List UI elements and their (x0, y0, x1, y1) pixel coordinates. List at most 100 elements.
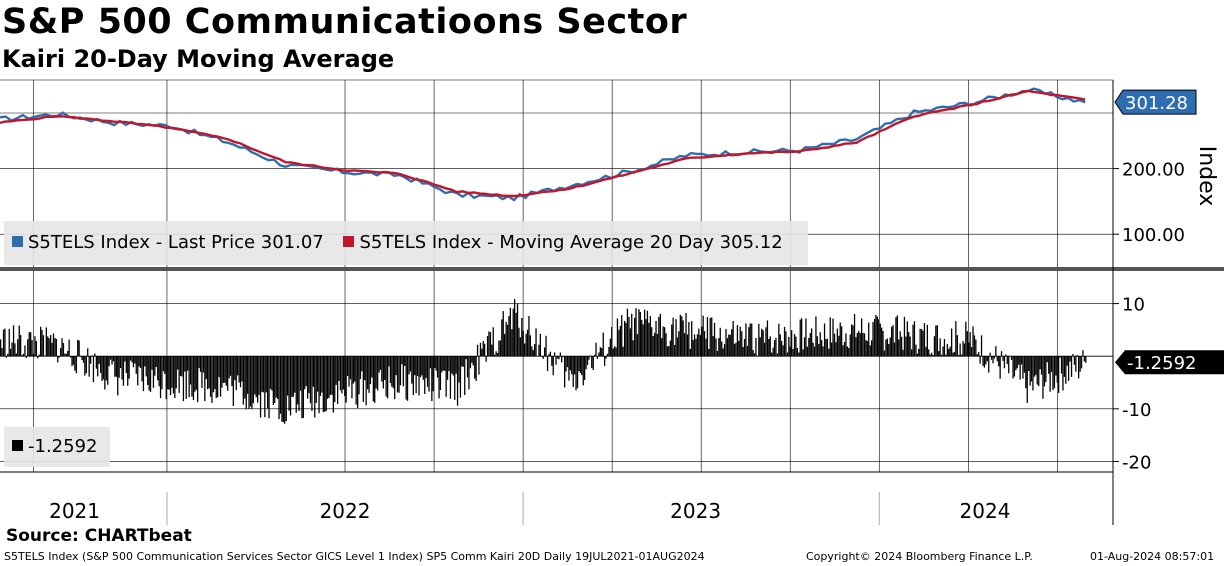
kairi-bar (377, 356, 379, 391)
kairi-bar (396, 356, 399, 393)
kairi-bar (995, 346, 997, 357)
kairi-bar (731, 329, 733, 357)
kairi-bar (269, 356, 272, 389)
kairi-bar (941, 354, 943, 357)
kairi-bar (372, 356, 374, 402)
kairi-bar (175, 356, 177, 389)
kairi-bar (475, 356, 477, 381)
kairi-bar (571, 356, 573, 375)
kairi-bar (833, 333, 836, 357)
kairi-bar (1038, 356, 1040, 387)
top-tick-label-0: 100.00 (1122, 225, 1185, 246)
kairi-bar (465, 356, 467, 360)
kairi-bar (1069, 356, 1071, 362)
kairi-bar (796, 348, 798, 357)
kairi-bar (1000, 351, 1003, 357)
kairi-bar (574, 356, 576, 375)
kairi-bar (1052, 356, 1054, 390)
kairi-bar (94, 353, 96, 357)
kairi-bar (212, 356, 215, 393)
kairi-bar (933, 336, 936, 357)
kairi-bar (842, 345, 844, 357)
kairi-bar (763, 342, 766, 357)
kairi-bar (851, 324, 853, 357)
kairi-bar (347, 356, 349, 376)
kairi-bar (621, 315, 623, 357)
kairi-bar (975, 339, 977, 357)
kairi-bar (782, 345, 784, 357)
kairi-bar (585, 356, 587, 370)
kairi-bar (131, 356, 133, 363)
kairi-bar (21, 355, 23, 357)
kairi-bar (956, 335, 958, 357)
kairi-bar (909, 336, 911, 357)
kairi-bar (492, 327, 494, 357)
kairi-bar (284, 356, 286, 424)
bot-tick-label-2: -20 (1122, 452, 1151, 473)
kairi-bar (831, 342, 833, 357)
kairi-bar (595, 342, 597, 357)
kairi-bar (235, 356, 237, 391)
kairi-bar (368, 356, 370, 393)
kairi-bar (795, 336, 797, 357)
x-year-label-2022: 2022 (320, 499, 371, 523)
kairi-bar (845, 333, 847, 357)
kairi-bar (692, 339, 694, 357)
kairi-bar (18, 325, 20, 357)
kairi-bar (98, 356, 100, 364)
kairi-bar (1012, 356, 1014, 379)
kairi-bar (358, 356, 360, 395)
kairi-bar (144, 356, 146, 367)
kairi-bar (986, 356, 988, 362)
kairi-bar (816, 336, 818, 357)
kairi-bar (672, 317, 674, 357)
kairi-bar (502, 311, 504, 357)
price-last-value-label: 301.28 (1125, 93, 1188, 114)
kairi-bar (875, 315, 877, 357)
kairi-bar (10, 348, 12, 357)
kairi-bar (913, 321, 916, 357)
kairi-bar (389, 356, 392, 383)
kairi-bar (801, 318, 803, 357)
kairi-bar (471, 356, 473, 363)
kairi-bar (242, 356, 244, 405)
kairi-bar (849, 334, 851, 357)
kairi-bar (584, 356, 586, 380)
kairi-bar (395, 356, 397, 376)
kairi-bar (1072, 354, 1074, 357)
kairi-bar (769, 336, 771, 357)
kairi-bar (863, 333, 866, 357)
kairi-bar (732, 321, 734, 357)
footer-description: S5TELS Index (S&P 500 Communication Serv… (4, 550, 705, 563)
kairi-bar (64, 353, 66, 357)
legend-kairi-swatch (12, 439, 23, 451)
kairi-bar (755, 338, 757, 357)
kairi-bar (489, 332, 492, 357)
kairi-bar (257, 356, 259, 403)
kairi-bar (237, 356, 239, 376)
kairi-bar (335, 356, 337, 385)
kairi-bar (31, 340, 33, 357)
kairi-bar (125, 356, 127, 374)
kairi-bar (725, 328, 727, 357)
kairi-bar (27, 339, 29, 357)
kairi-bar (308, 356, 310, 394)
kairi-bar (979, 356, 981, 364)
kairi-bar (428, 356, 430, 392)
kairi-bar (47, 336, 49, 357)
bot-tick-label-0: 10 (1122, 295, 1145, 316)
kairi-bar (112, 356, 115, 362)
kairi-bar (516, 303, 519, 357)
kairi-bar (624, 320, 626, 357)
kairi-bar (12, 325, 15, 357)
kairi-bar (771, 352, 773, 357)
kairi-bar (349, 356, 352, 380)
kairi-bar (229, 356, 232, 376)
kairi-bar (888, 343, 890, 357)
kairi-bar (749, 323, 751, 357)
kairi-bar (464, 356, 466, 395)
kairi-bar (572, 356, 574, 387)
kairi-bar (972, 326, 974, 357)
kairi-bar (835, 342, 837, 357)
kairi-bar (958, 355, 960, 357)
